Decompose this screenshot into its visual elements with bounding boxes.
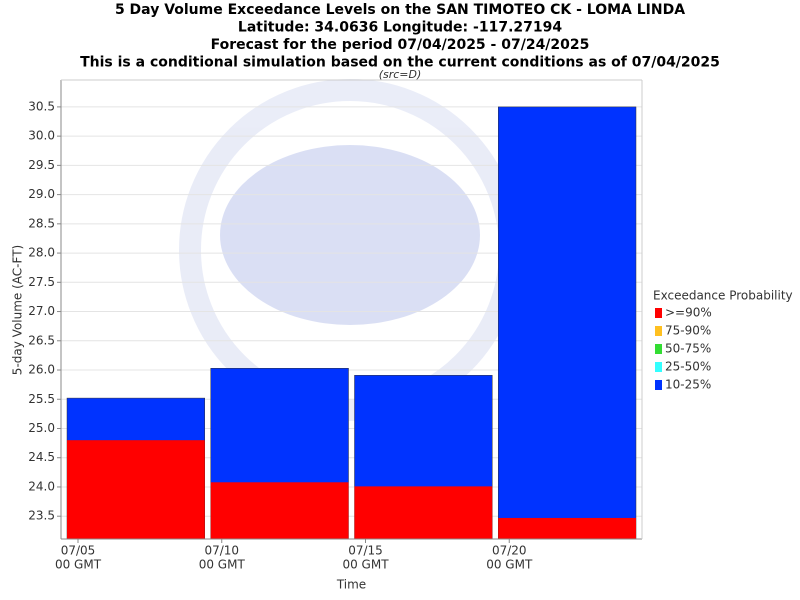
y-axis-label: 5-day Volume (AC-FT) bbox=[11, 245, 25, 375]
x-axis-label: Time bbox=[336, 578, 366, 592]
x-tick-label: 00 GMT bbox=[486, 558, 533, 572]
y-tick-label: 24.0 bbox=[28, 479, 55, 493]
watermark-logo bbox=[220, 145, 480, 325]
bar bbox=[354, 486, 493, 539]
y-tick-label: 30.0 bbox=[28, 129, 55, 143]
chart-title: Latitude: 34.0636 Longitude: -117.27194 bbox=[238, 20, 562, 36]
x-tick-label: 07/05 bbox=[61, 544, 96, 558]
legend-swatch bbox=[655, 326, 662, 336]
y-tick-label: 25.0 bbox=[28, 421, 55, 435]
legend-swatch bbox=[655, 308, 662, 318]
y-tick-label: 25.5 bbox=[28, 392, 55, 406]
legend-title: Exceedance Probability bbox=[653, 289, 793, 303]
y-tick-label: 24.5 bbox=[28, 450, 55, 464]
legend-label: 50-75% bbox=[665, 342, 711, 356]
bar bbox=[498, 517, 636, 539]
legend-label: 10-25% bbox=[665, 378, 711, 392]
x-tick-label: 00 GMT bbox=[55, 558, 102, 572]
y-tick-label: 28.5 bbox=[28, 216, 55, 230]
legend-swatch bbox=[655, 344, 662, 354]
y-tick-label: 29.0 bbox=[28, 187, 55, 201]
x-tick-label: 00 GMT bbox=[199, 558, 246, 572]
chart-subtitle: (src=D) bbox=[379, 68, 422, 81]
y-tick-label: 27.0 bbox=[28, 304, 55, 318]
x-tick-label: 07/10 bbox=[204, 544, 239, 558]
legend-swatch bbox=[655, 362, 662, 372]
y-tick-label: 26.0 bbox=[28, 363, 55, 377]
bar bbox=[67, 440, 205, 539]
legend-swatch bbox=[655, 380, 662, 390]
legend-label: 25-50% bbox=[665, 360, 711, 374]
x-tick-label: 07/15 bbox=[348, 544, 383, 558]
y-tick-label: 23.5 bbox=[28, 509, 55, 523]
x-tick-label: 00 GMT bbox=[342, 558, 389, 572]
y-tick-label: 30.5 bbox=[28, 99, 55, 113]
chart-title: 5 Day Volume Exceedance Levels on the SA… bbox=[115, 2, 685, 18]
y-tick-label: 27.5 bbox=[28, 275, 55, 289]
y-tick-label: 29.5 bbox=[28, 158, 55, 172]
y-tick-label: 28.0 bbox=[28, 246, 55, 260]
chart-title: This is a conditional simulation based o… bbox=[80, 55, 720, 71]
legend-label: >=90% bbox=[665, 306, 712, 320]
bar bbox=[210, 482, 349, 539]
bar bbox=[498, 106, 637, 540]
chart-title: Forecast for the period 07/04/2025 - 07/… bbox=[211, 37, 590, 53]
x-tick-label: 07/20 bbox=[492, 544, 527, 558]
y-tick-label: 26.5 bbox=[28, 333, 55, 347]
legend-label: 75-90% bbox=[665, 324, 711, 338]
